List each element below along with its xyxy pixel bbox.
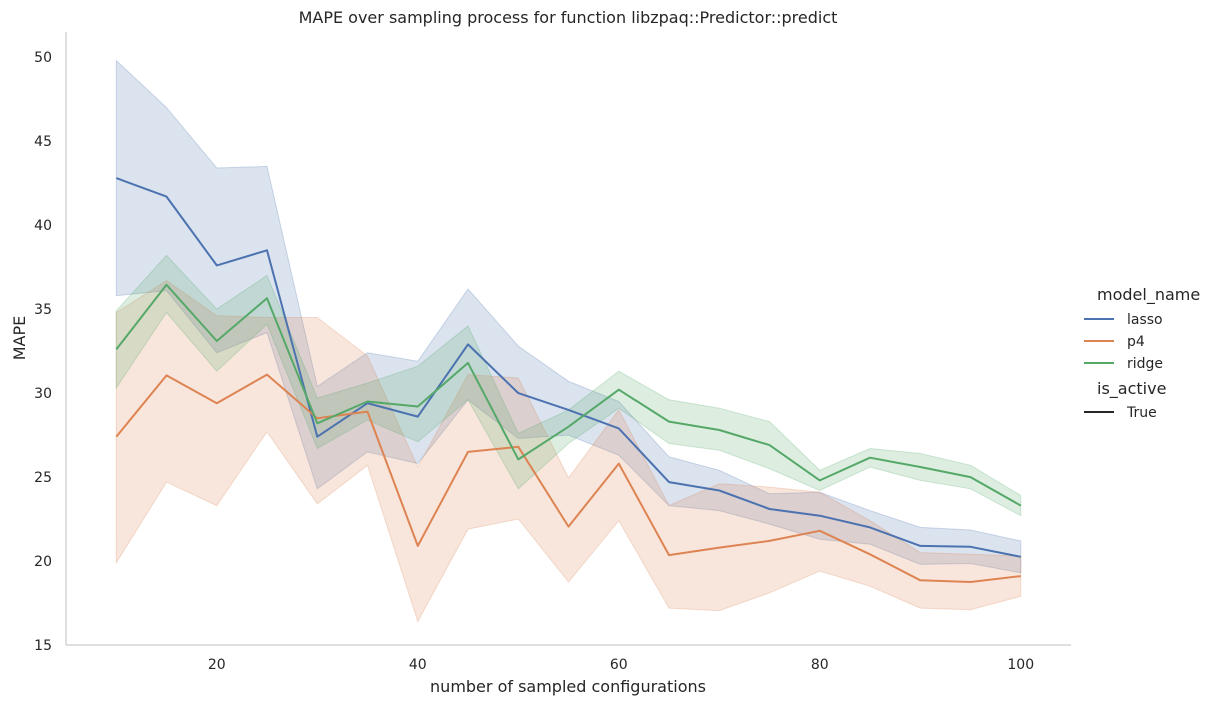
x-tick-label: 100 bbox=[1007, 657, 1034, 673]
x-tick-label: 40 bbox=[409, 657, 427, 673]
line-ridge bbox=[115, 283, 1022, 507]
y-tick-label: 15 bbox=[34, 638, 52, 654]
y-tick-label: 45 bbox=[34, 134, 52, 150]
legend-style-label: True bbox=[1126, 405, 1157, 421]
confidence-bands bbox=[115, 59, 1022, 623]
x-tick-label: 60 bbox=[610, 657, 628, 673]
line-p4 bbox=[115, 373, 1021, 583]
legend-label-ridge: ridge bbox=[1127, 356, 1163, 372]
line-lasso bbox=[115, 177, 1021, 558]
y-tick-label: 35 bbox=[34, 302, 52, 318]
legend-style-title: is_active bbox=[1097, 379, 1166, 399]
y-tick-labels: 15 20 25 30 35 40 45 50 bbox=[34, 50, 52, 654]
y-tick-label: 40 bbox=[34, 218, 52, 234]
legend-label-p4: p4 bbox=[1127, 334, 1145, 350]
x-tick-label: 80 bbox=[811, 657, 829, 673]
legend-hue-title: model_name bbox=[1097, 285, 1200, 305]
y-axis-label: MAPE bbox=[10, 316, 29, 361]
x-tick-labels: 20 40 60 80 100 bbox=[208, 657, 1034, 673]
y-tick-label: 20 bbox=[34, 554, 52, 570]
chart-title: MAPE over sampling process for function … bbox=[299, 8, 838, 27]
x-axis-label: number of sampled configurations bbox=[430, 677, 706, 696]
legend-label-lasso: lasso bbox=[1127, 312, 1163, 328]
y-tick-label: 50 bbox=[34, 50, 52, 66]
y-tick-label: 25 bbox=[34, 470, 52, 486]
band-ridge bbox=[115, 254, 1022, 517]
legend: model_name lasso p4 ridge is_active True bbox=[1084, 285, 1200, 421]
series-lines bbox=[115, 177, 1022, 583]
x-tick-label: 20 bbox=[208, 657, 226, 673]
y-tick-label: 30 bbox=[34, 386, 52, 402]
